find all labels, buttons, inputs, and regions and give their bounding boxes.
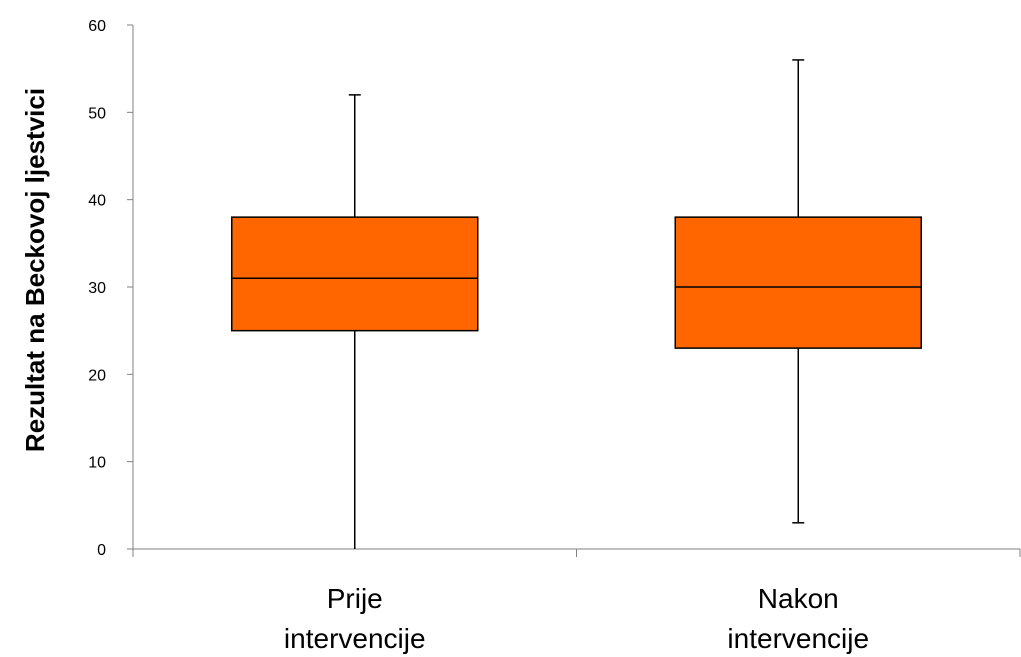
y-tick-label: 20	[88, 367, 106, 384]
box-2	[674, 59, 922, 524]
y-tick-label: 50	[88, 105, 106, 122]
category-label-line1: Nakon	[758, 583, 839, 614]
category-label-line1: Prije	[327, 583, 383, 614]
category-label-line2: intervencije	[727, 623, 869, 654]
y-tick-label: 40	[88, 193, 106, 210]
box-iqr	[231, 216, 479, 332]
y-tick-label: 60	[88, 18, 106, 35]
boxes	[231, 59, 922, 549]
category-labels: Prije intervencije Nakon intervencije	[284, 583, 869, 654]
box-1	[231, 94, 479, 549]
category-label-line2: intervencije	[284, 623, 426, 654]
y-axis: 0 10 20 30 40 50 60	[88, 18, 134, 559]
y-tick-label: 0	[97, 542, 106, 559]
y-axis-label: Rezultat na Beckovoj ljestvici	[20, 88, 50, 452]
y-tick-label: 10	[88, 455, 106, 472]
y-tick-label: 30	[88, 280, 106, 297]
x-axis	[132, 548, 1021, 557]
box-iqr	[674, 216, 922, 349]
